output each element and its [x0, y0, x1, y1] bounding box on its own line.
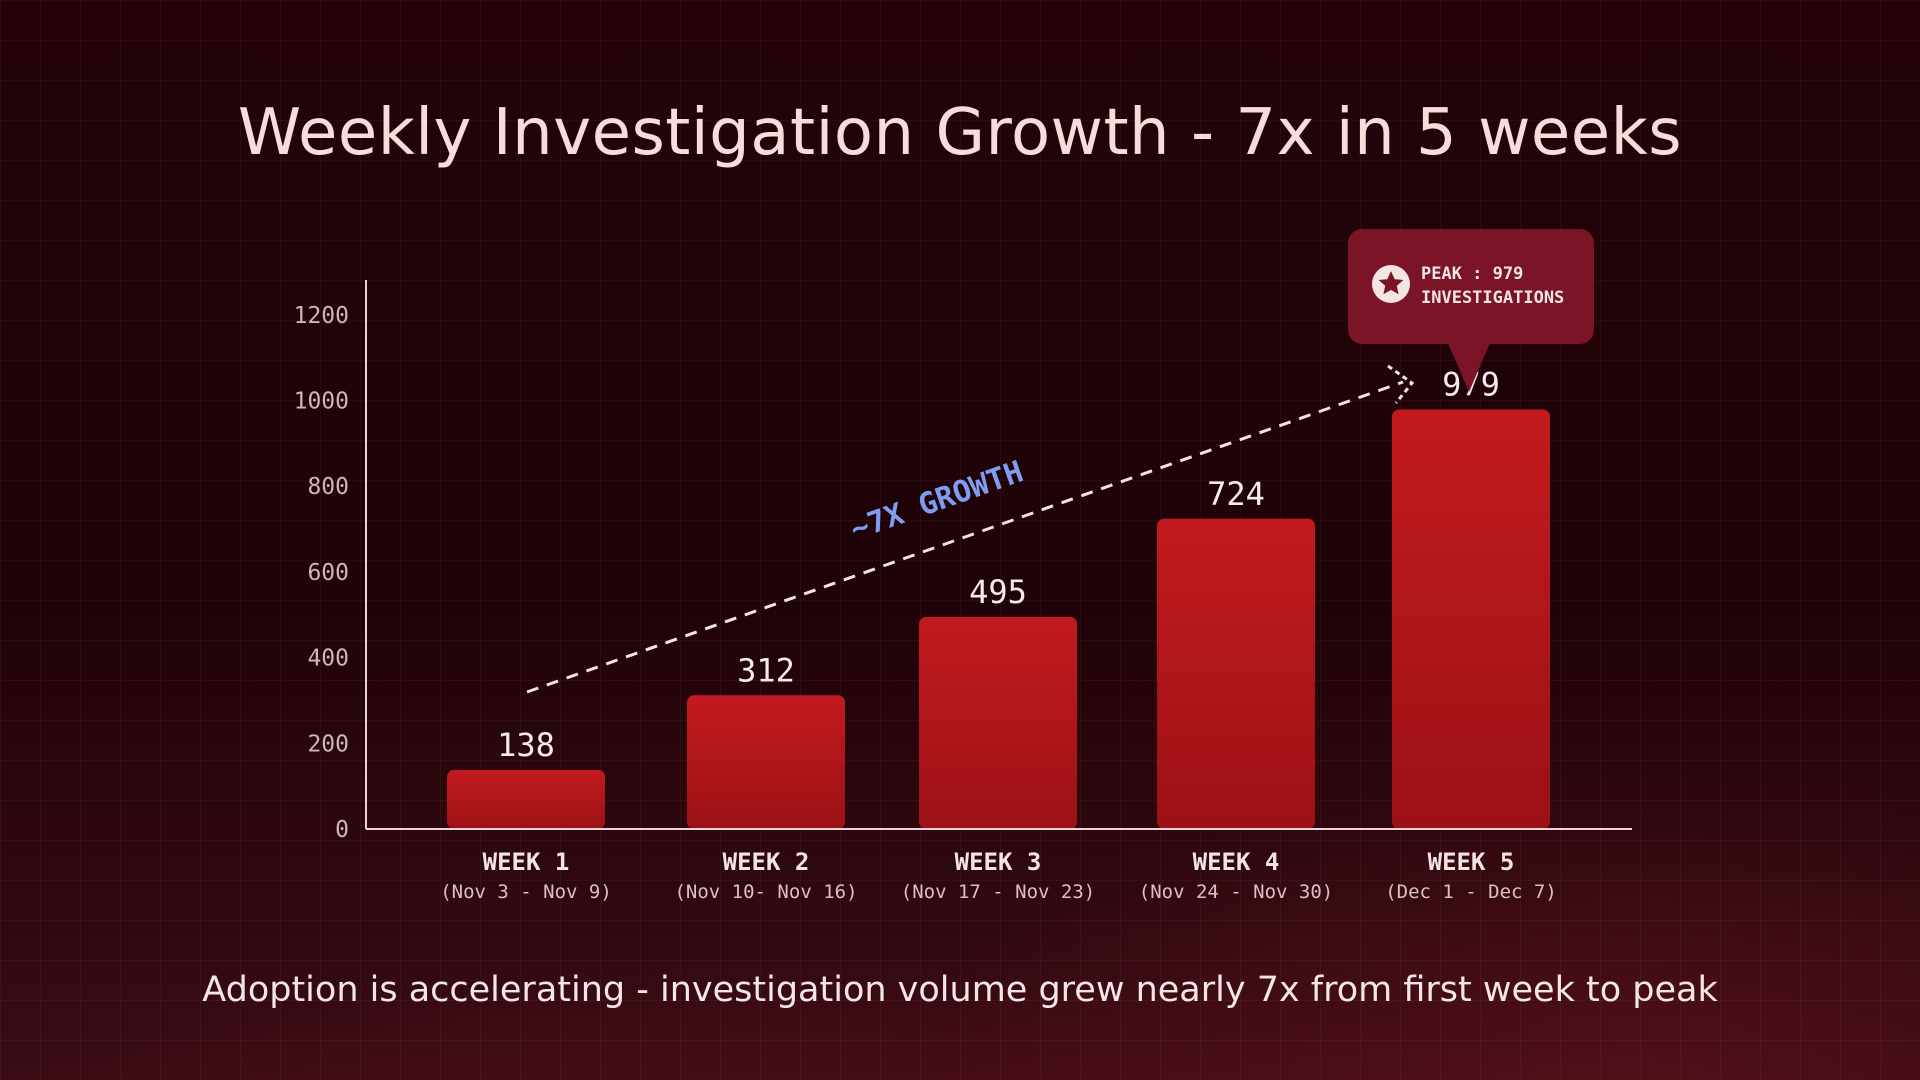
- x-date-range-label: (Nov 3 - Nov 9): [440, 881, 612, 903]
- peak-callout-line2: INVESTIGATIONS: [1421, 288, 1564, 308]
- x-category-label: WEEK 4: [1193, 848, 1280, 876]
- y-tick-label: 0: [335, 817, 349, 843]
- bar-5: [1392, 409, 1550, 829]
- peak-callout: PEAK : 979 INVESTIGATIONS: [1348, 229, 1594, 392]
- x-date-range-label: (Nov 17 - Nov 23): [901, 881, 1095, 903]
- x-category-label: WEEK 3: [955, 848, 1042, 876]
- bar-1: [447, 769, 605, 829]
- page-title: Weekly Investigation Growth - 7x in 5 we…: [237, 96, 1683, 170]
- star-icon: [1372, 265, 1410, 303]
- bars: [447, 409, 1550, 829]
- bar-value-label: 138: [497, 726, 555, 764]
- x-date-range-label: (Dec 1 - Dec 7): [1385, 881, 1557, 903]
- x-date-range-label: (Nov 10- Nov 16): [674, 881, 857, 903]
- growth-arrow: [526, 364, 1415, 694]
- y-tick-label: 800: [307, 474, 349, 500]
- bar-3: [919, 616, 1077, 829]
- x-category-label: WEEK 2: [723, 848, 810, 876]
- y-tick-label: 600: [307, 560, 349, 586]
- peak-callout-line1: PEAK : 979: [1421, 264, 1523, 284]
- x-axis-labels: WEEK 1 (Nov 3 - Nov 9) WEEK 2 (Nov 10- Nov …: [440, 848, 1557, 903]
- y-tick-label: 200: [307, 731, 349, 757]
- growth-label: ~7X GROWTH: [846, 454, 1028, 547]
- y-tick-label: 400: [307, 646, 349, 672]
- value-labels: 138312495724979: [497, 366, 1500, 764]
- x-category-label: WEEK 1: [483, 848, 570, 876]
- bar-value-label: 724: [1207, 475, 1265, 513]
- chart-caption: Adoption is accelerating - investigation…: [202, 970, 1718, 1010]
- bar-value-label: 312: [737, 651, 795, 689]
- y-axis-ticks: 0 200 400 600 800 1000 1200: [294, 303, 349, 843]
- y-tick-label: 1000: [294, 389, 349, 415]
- x-date-range-label: (Nov 24 - Nov 30): [1139, 881, 1333, 903]
- bar-2: [687, 695, 845, 829]
- bar-value-label: 495: [969, 573, 1027, 611]
- x-category-label: WEEK 5: [1428, 848, 1515, 876]
- y-tick-label: 1200: [294, 303, 349, 329]
- bar-4: [1157, 518, 1315, 829]
